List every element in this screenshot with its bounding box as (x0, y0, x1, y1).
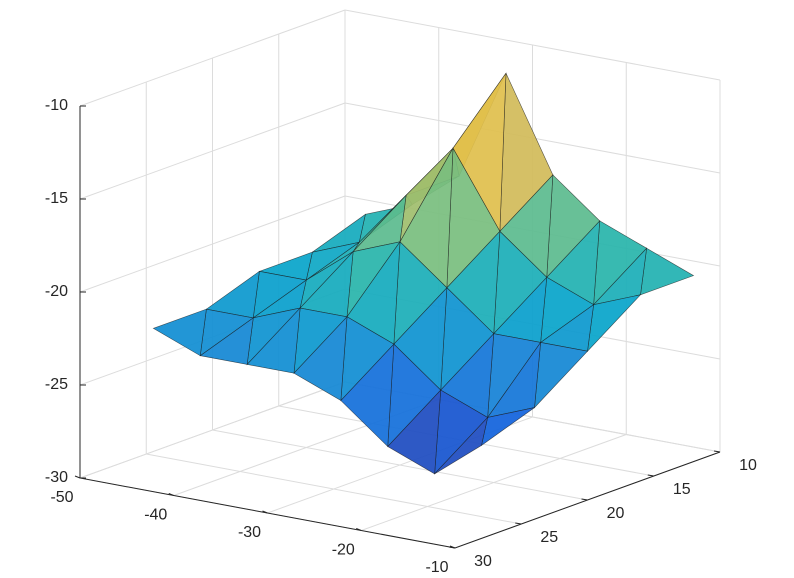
surface-facet (152, 308, 207, 357)
surface-facet (246, 307, 301, 374)
x-tick (356, 528, 362, 531)
surface-facet (293, 315, 348, 402)
x-tick-label: -10 (425, 559, 448, 576)
x-tick-label: -30 (238, 524, 261, 541)
surface-facet (434, 416, 489, 475)
y-tick-label: 20 (607, 505, 625, 522)
y-tick (515, 522, 522, 525)
z-tick-label: -10 (45, 97, 68, 114)
y-tick (647, 474, 654, 477)
y-tick (448, 546, 456, 549)
x-tick-label: -20 (332, 542, 355, 559)
y-tick-label: 25 (540, 529, 558, 546)
surface-facet (534, 342, 589, 409)
grid-line (361, 434, 627, 531)
y-tick (581, 498, 588, 501)
z-tick-label: -15 (45, 190, 68, 207)
y-tick (713, 450, 721, 453)
x-tick-label: -50 (50, 489, 73, 506)
x-tick (74, 475, 81, 479)
z-tick-label: -25 (45, 376, 68, 393)
y-tick-label: 15 (673, 481, 691, 498)
z-tick-label: -20 (45, 283, 68, 300)
y-tick-label: 10 (739, 457, 757, 474)
surface-facet (387, 389, 442, 475)
z-tick-label: -30 (45, 469, 68, 486)
grid-line (79, 381, 346, 479)
x-tick (168, 493, 174, 496)
surface-facet (640, 247, 695, 296)
x-tick (262, 510, 268, 514)
surface-facet (199, 317, 254, 365)
y-tick-label: 30 (474, 553, 492, 570)
x-tick-label: -40 (144, 507, 167, 524)
surface-facet (340, 343, 395, 448)
